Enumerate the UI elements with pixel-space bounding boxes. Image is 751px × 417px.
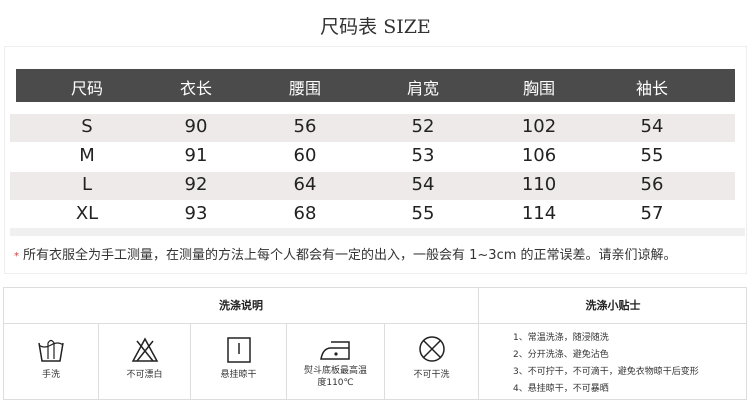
no-bleach-icon	[131, 337, 158, 362]
header-size: 尺码	[70, 79, 104, 98]
divider	[478, 288, 479, 400]
tip-item: 4、悬挂晾干，不可暴晒	[513, 384, 609, 394]
hang-dry-icon	[226, 337, 251, 363]
cell-shoulder: 54	[411, 174, 435, 195]
cell-shoulder: 55	[411, 203, 435, 224]
cell-waist: 64	[293, 174, 317, 195]
cell-chest: 102	[521, 116, 557, 137]
care-symbol-no-dry-clean: 不可干洗	[385, 324, 478, 400]
instructions-title: 洗涤说明	[4, 288, 478, 324]
cell-sleeve: 57	[640, 203, 664, 224]
iron-icon	[319, 341, 350, 360]
header-shoulder: 肩宽	[406, 79, 440, 98]
care-symbol-iron: 熨斗底板最高温度110℃	[287, 324, 385, 400]
care-tips-list: 1、常温洗涤，随浸随洗 2、分开洗涤、避免沾色 3、不可拧干，不可滴干，避免衣物…	[480, 324, 746, 398]
table-row: L 92 64 54 110 56	[10, 172, 735, 200]
cell-size: M	[79, 145, 95, 166]
care-symbol-hang-dry: 悬挂晾干	[191, 324, 287, 400]
tip-item: 1、常温洗涤，随浸随洗	[513, 333, 609, 343]
care-table: 洗涤说明 洗涤小贴士 手洗 不可漂白 悬挂晾干 熨斗底板最高温度110℃ 不可干…	[3, 287, 747, 400]
header-chest: 胸围	[522, 79, 556, 98]
no-dry-clean-icon	[418, 336, 445, 362]
cell-waist: 60	[293, 145, 317, 166]
cell-size: XL	[75, 203, 99, 224]
cell-length: 93	[184, 203, 208, 224]
size-table-header: 尺码 衣长 腰围 肩宽 胸围 袖长	[16, 69, 735, 102]
cell-size: S	[81, 116, 93, 137]
cell-length: 91	[184, 145, 208, 166]
cell-waist: 56	[293, 116, 317, 137]
cell-sleeve: 55	[640, 145, 664, 166]
cell-length: 92	[184, 174, 208, 195]
care-symbol-no-bleach: 不可漂白	[99, 324, 191, 400]
cell-shoulder: 52	[411, 116, 435, 137]
note-text: 所有衣服全为手工测量，在测量的方法上每个人都会有一定的出入，一般会有 1~3cm…	[23, 248, 677, 263]
hand-wash-icon	[38, 339, 64, 362]
tip-item: 3、不可拧干，不可滴干，避免衣物晾干后变形	[513, 367, 699, 377]
page-title: 尺码表 SIZE	[320, 16, 431, 38]
care-label: 熨斗底板最高温度110℃	[303, 366, 367, 388]
cell-sleeve: 56	[640, 174, 664, 195]
cell-sleeve: 54	[640, 116, 664, 137]
size-table-frame	[4, 46, 747, 274]
cell-waist: 68	[293, 203, 317, 224]
tip-item: 2、分开洗涤、避免沾色	[513, 350, 609, 360]
care-label: 手洗	[41, 370, 60, 380]
care-label: 不可漂白	[126, 370, 163, 380]
care-symbol-hand-wash: 手洗	[4, 324, 99, 400]
cell-length: 90	[184, 116, 208, 137]
cell-shoulder: 53	[411, 145, 435, 166]
cell-chest: 114	[521, 203, 557, 224]
measurement-note: * 所有衣服全为手工测量，在测量的方法上每个人都会有一定的出入，一般会有 1~3c…	[14, 244, 677, 263]
header-waist: 腰围	[288, 79, 322, 98]
table-row: M 91 60 53 106 55	[10, 143, 735, 171]
tips-title: 洗涤小贴士	[479, 288, 747, 324]
cell-chest: 106	[521, 145, 557, 166]
care-label: 悬挂晾干	[220, 370, 257, 380]
cell-chest: 110	[521, 174, 557, 195]
care-label: 不可干洗	[413, 370, 450, 380]
table-bottom-bar	[10, 228, 745, 236]
header-length: 衣长	[179, 79, 213, 98]
star-marker: *	[14, 251, 19, 262]
table-row: S 90 56 52 102 54	[10, 114, 735, 142]
header-sleeve: 袖长	[635, 79, 669, 98]
cell-size: L	[81, 174, 93, 195]
table-row: XL 93 68 55 114 57	[10, 201, 735, 229]
